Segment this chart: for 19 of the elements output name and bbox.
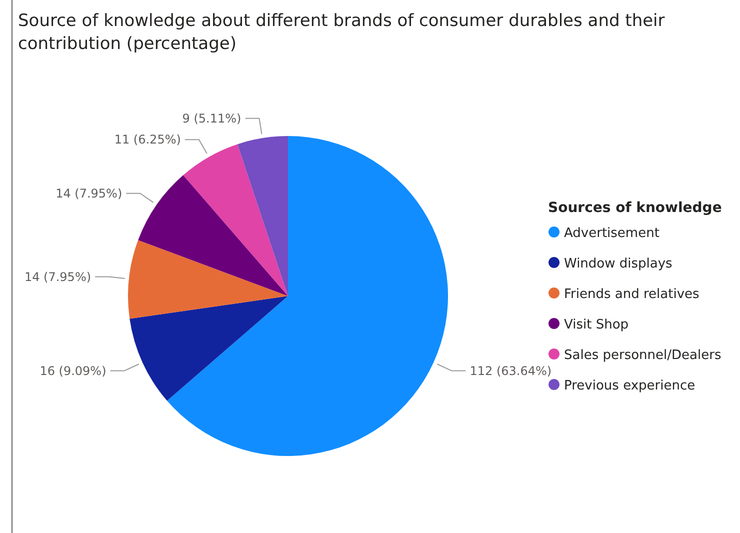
chart-title: Source of knowledge about different brands of consumer durables and their contribution (percentage) bbox=[18, 11, 665, 54]
data-label: 14 (7.95%) bbox=[56, 186, 122, 200]
legend-label: Friends and relatives bbox=[564, 287, 700, 302]
data-label: 14 (7.95%) bbox=[24, 270, 92, 284]
legend-label: Visit Shop bbox=[564, 318, 629, 332]
legend-label: Previous experience bbox=[564, 378, 696, 394]
pie-slice bbox=[183, 144, 288, 296]
legend-label: Sales personnel/Dealers bbox=[564, 348, 722, 363]
data-label: 11 (6.25%) bbox=[114, 132, 181, 147]
data-label: 112 (63.64%) bbox=[470, 364, 552, 378]
legend-label: Window displays bbox=[564, 256, 673, 272]
pie-slice bbox=[128, 240, 288, 319]
pie-slice bbox=[138, 175, 288, 296]
pie-slice bbox=[130, 296, 288, 401]
legend-title: Sources of knowledge bbox=[548, 200, 722, 216]
pie-slice bbox=[237, 136, 288, 296]
data-label: 9 (5.11%) bbox=[182, 111, 242, 126]
legend-label: Advertisement bbox=[564, 226, 660, 241]
data-label: 16 (9.09%) bbox=[40, 364, 106, 378]
